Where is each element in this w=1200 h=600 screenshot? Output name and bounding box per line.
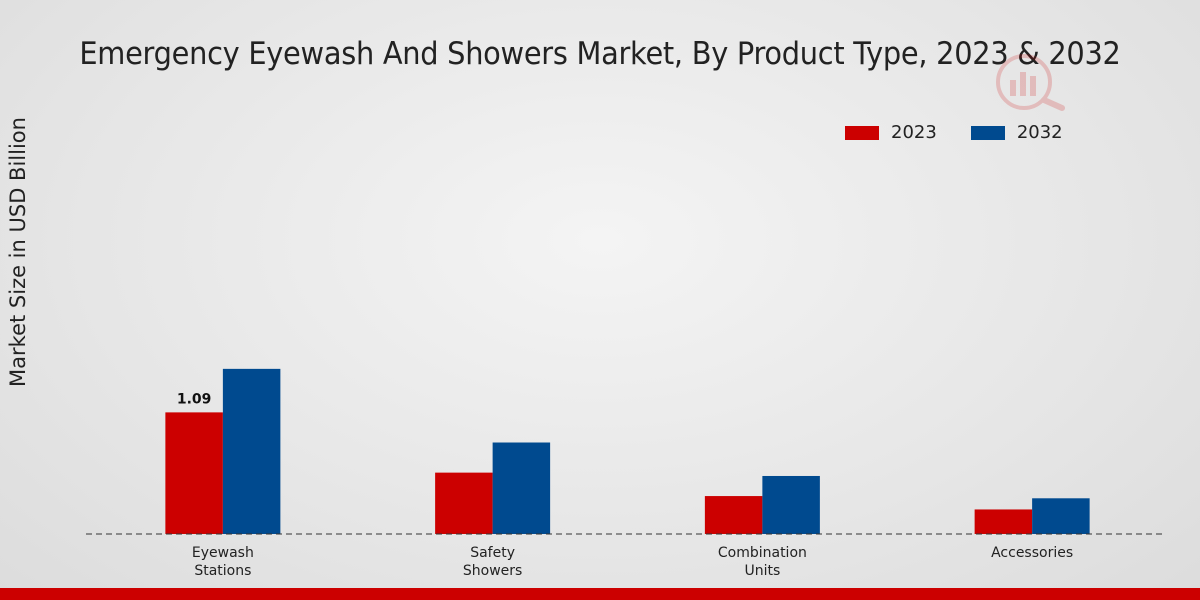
x-tick-label-2: Combination Units — [718, 545, 807, 579]
legend-swatch-2023 — [845, 125, 879, 140]
chart-title: Emergency Eyewash And Showers Market, By… — [79, 36, 1121, 72]
bar-2032-3 — [1032, 498, 1090, 534]
legend-item-2023: 2023 — [845, 122, 937, 143]
legend-label-2023: 2023 — [891, 122, 937, 143]
legend-item-2032: 2032 — [970, 122, 1063, 143]
bar-2032-2 — [762, 475, 820, 534]
bar-2023-0 — [165, 412, 223, 534]
data-label-2023-0: 1.09 — [177, 391, 212, 407]
legend-swatch-2032 — [970, 125, 1005, 140]
x-tick-label-0: Eyewash Stations — [192, 545, 254, 579]
bottom-accent-bar — [0, 588, 1200, 600]
bar-2032-1 — [492, 442, 551, 534]
bar-2032-0 — [222, 368, 281, 534]
legend-label-2032: 2032 — [1016, 122, 1063, 143]
bar-2023-3 — [974, 509, 1033, 534]
bar-2023-1 — [435, 472, 493, 534]
watermark-logo-icon — [996, 54, 1065, 111]
legend: 2023 2032 — [845, 122, 1097, 143]
x-tick-label-3: Accessories — [991, 545, 1073, 561]
bar-2023-2 — [704, 496, 763, 534]
x-tick-label-1: Safety Showers — [463, 545, 522, 579]
